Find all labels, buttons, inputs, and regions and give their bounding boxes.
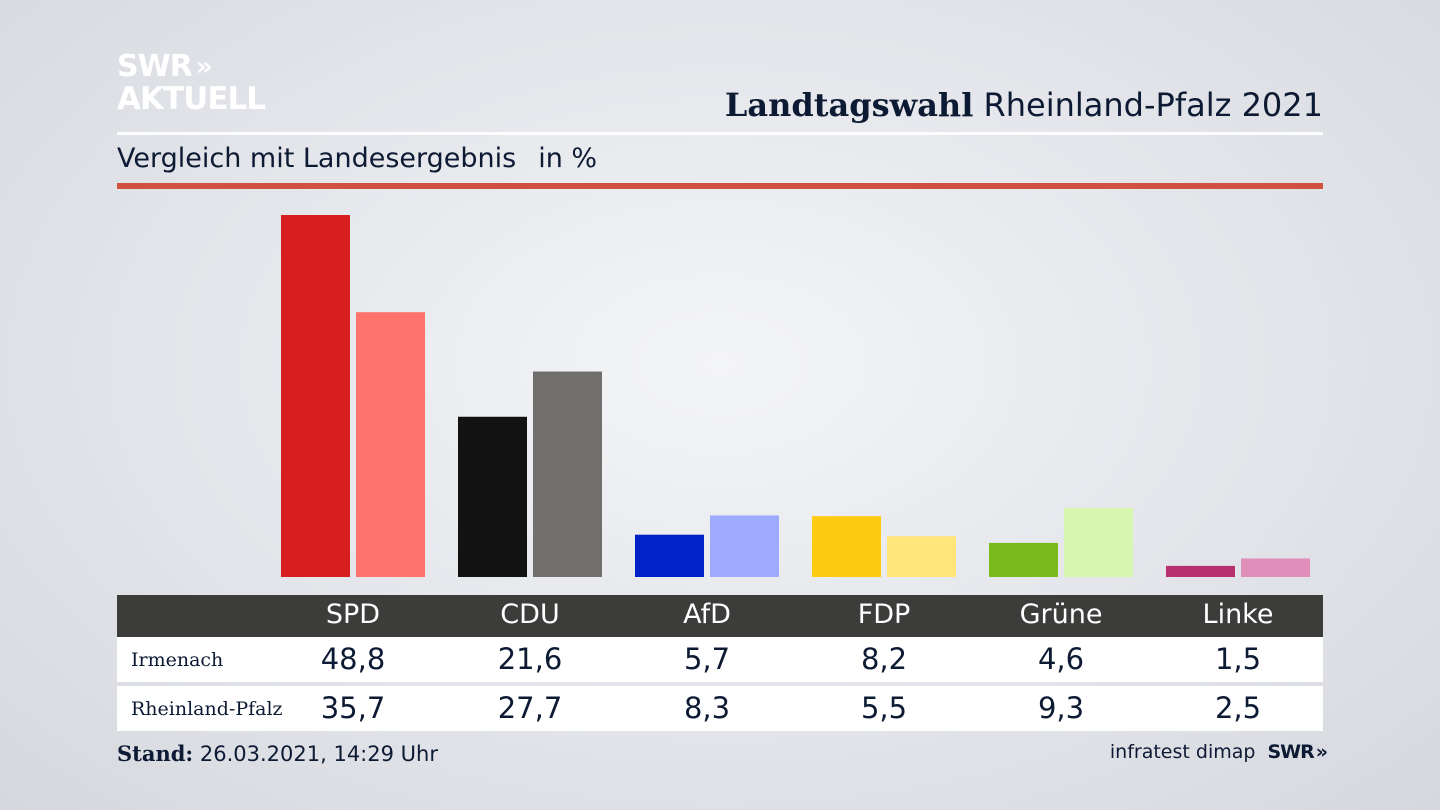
bar-spd-state [356,312,425,577]
bar-grne-local [989,542,1058,577]
table-row-irmenach: Irmenach 48,8 21,6 5,7 8,2 4,6 1,5 [117,637,1323,682]
value-afd: 5,7 [683,642,731,676]
table-row-rheinland-pfalz: Rheinland-Pfalz 35,7 27,7 8,3 5,5 9,3 2,5 [117,686,1323,731]
column-header-linke: Linke [1202,599,1274,630]
stand-value: 26.03.2021, 14:29 Uhr [199,742,438,766]
bar-cdu-state [533,371,602,577]
subtitle-unit: in % [538,143,598,174]
bar-fdp-state [887,536,956,577]
title-rest: Rheinland-Pfalz 2021 [983,86,1323,124]
timestamp: Stand: 26.03.2021, 14:29 Uhr [117,741,438,766]
bar-linke-local [1166,565,1235,577]
source-credit: infratest dimap SWR» [1109,741,1328,763]
value-cdu: 21,6 [497,642,563,676]
value-cdu: 27,7 [497,691,563,725]
logo-swr: SWR [117,49,193,84]
source-logo: SWR [1267,741,1314,763]
subtitle-text: Vergleich mit Landesergebnis [117,143,517,174]
accent-divider [117,183,1323,189]
value-grne: 4,6 [1037,642,1085,676]
bar-afd-state [710,515,779,577]
column-header-fdp: FDP [857,599,911,630]
value-fdp: 8,2 [860,642,908,676]
value-grne: 9,3 [1037,691,1085,725]
column-header-grne: Grüne [1019,599,1103,630]
swr-aktuell-logo: SWR» AKTUELL [117,49,266,117]
value-afd: 8,3 [683,691,731,725]
row-label: Irmenach [131,649,224,671]
source-text: infratest dimap [1109,741,1256,763]
source-chevron-icon: » [1315,741,1328,763]
bar-cdu-local [458,416,527,577]
results-table: SPD CDU AfD FDP Grüne Linke Irmenach 48,8 21,6… [117,595,1323,731]
value-spd: 35,7 [320,691,386,725]
bar-fdp-local [812,516,881,577]
column-header-afd: AfD [683,599,731,630]
swr-logo-small: SWR» [1267,741,1328,763]
value-linke: 1,5 [1214,642,1262,676]
bar-afd-local [635,534,704,577]
bar-spd-local [281,215,350,577]
column-header-spd: SPD [325,599,381,630]
title-bold: Landtagswahl [724,86,974,124]
chart-subtitle: Vergleich mit Landesergebnis in % [117,143,597,174]
stand-label: Stand: [117,741,194,766]
value-fdp: 5,5 [860,691,908,725]
row-label: Rheinland-Pfalz [131,698,283,720]
bar-linke-state [1241,558,1310,577]
bar-grne-state [1064,508,1133,577]
header-divider [117,132,1323,135]
page-title: Landtagswahl Rheinland-Pfalz 2021 [725,86,1323,124]
value-linke: 2,5 [1214,691,1262,725]
logo-aktuell: AKTUELL [117,81,266,117]
value-spd: 48,8 [320,642,386,676]
column-header-cdu: CDU [500,599,560,630]
table-header: SPD CDU AfD FDP Grüne Linke [117,595,1323,637]
